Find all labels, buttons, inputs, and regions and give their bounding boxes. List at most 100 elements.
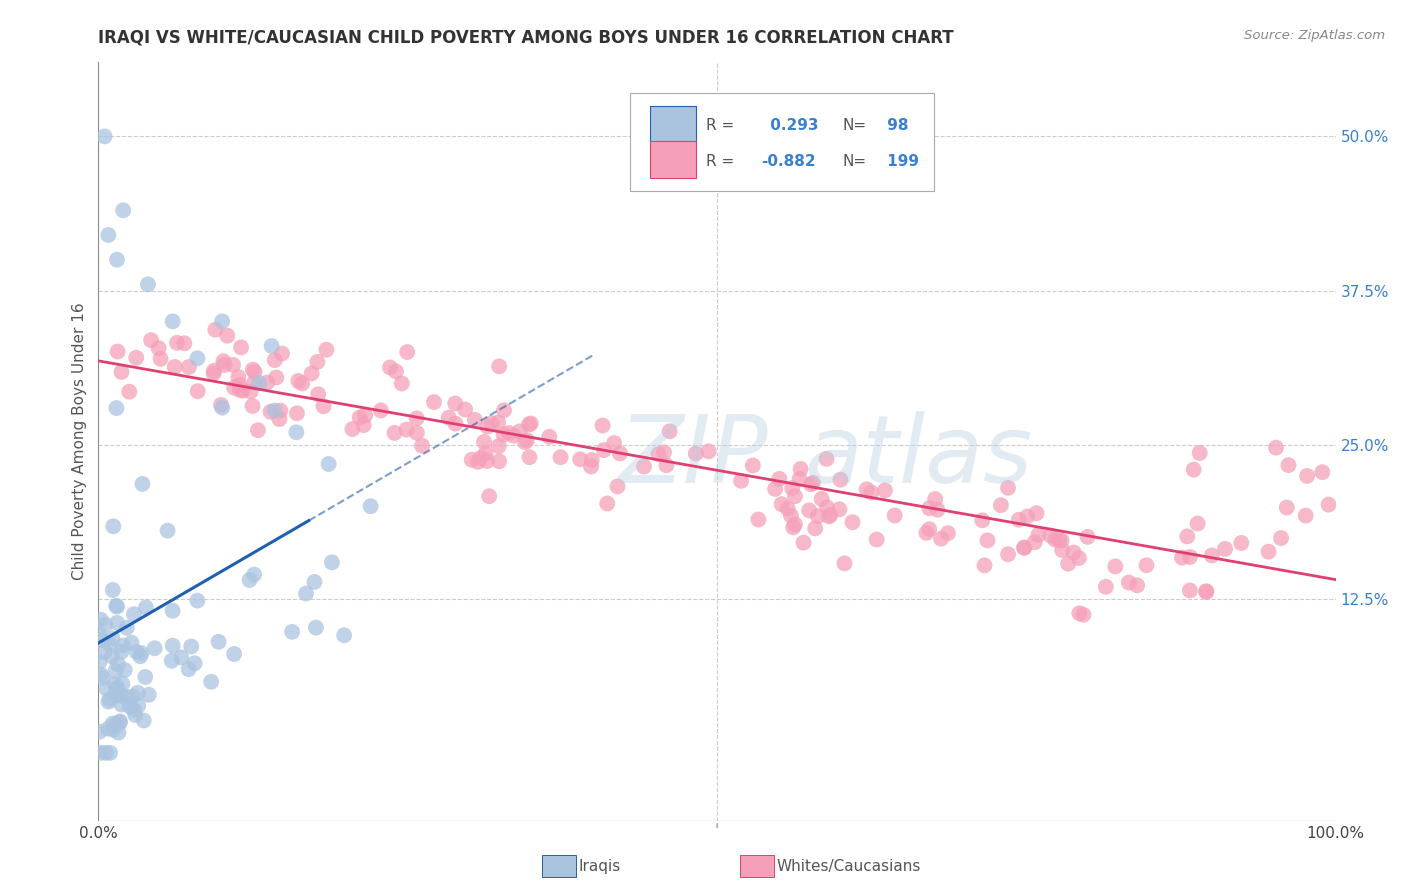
- Point: [295, 586, 318, 600]
- Point: [592, 418, 614, 433]
- Point: [287, 374, 309, 388]
- Point: [841, 515, 863, 529]
- Point: [247, 376, 270, 390]
- FancyBboxPatch shape: [650, 105, 696, 142]
- Text: Iraqis: Iraqis: [579, 859, 621, 873]
- Point: [107, 681, 129, 695]
- Point: [924, 491, 946, 506]
- Point: [125, 645, 148, 659]
- Point: [1017, 509, 1039, 524]
- Point: [1175, 529, 1198, 543]
- Point: [423, 395, 446, 409]
- Point: [1057, 557, 1080, 571]
- Point: [606, 479, 628, 493]
- Point: [818, 508, 841, 522]
- Point: [136, 277, 159, 292]
- Point: [609, 446, 631, 460]
- Point: [370, 403, 392, 417]
- Text: Whites/Caucasians: Whites/Caucasians: [778, 859, 921, 873]
- Point: [538, 430, 561, 444]
- Point: [200, 674, 222, 689]
- FancyBboxPatch shape: [630, 93, 934, 191]
- Point: [108, 688, 131, 702]
- Point: [1012, 541, 1035, 555]
- Point: [1067, 551, 1090, 566]
- Text: 199: 199: [882, 153, 918, 169]
- Point: [569, 452, 592, 467]
- Point: [652, 445, 675, 459]
- Point: [90, 746, 112, 760]
- Y-axis label: Child Poverty Among Boys Under 16: Child Poverty Among Boys Under 16: [72, 302, 87, 581]
- Point: [131, 476, 153, 491]
- Point: [385, 364, 408, 378]
- Point: [513, 435, 536, 450]
- Point: [105, 615, 128, 630]
- Point: [89, 724, 111, 739]
- Point: [498, 425, 520, 440]
- Text: IRAQI VS WHITE/CAUCASIAN CHILD POVERTY AMONG BOYS UNDER 16 CORRELATION CHART: IRAQI VS WHITE/CAUCASIAN CHILD POVERTY A…: [98, 29, 955, 47]
- Point: [1050, 533, 1073, 548]
- Point: [315, 343, 337, 357]
- Point: [229, 340, 252, 354]
- Point: [212, 354, 235, 368]
- Point: [281, 624, 304, 639]
- Point: [122, 607, 145, 622]
- Point: [1118, 575, 1140, 590]
- Point: [828, 502, 851, 516]
- Point: [139, 333, 162, 347]
- Point: [406, 425, 429, 440]
- Point: [260, 339, 283, 353]
- Point: [354, 409, 377, 423]
- Point: [183, 657, 205, 671]
- Point: [211, 314, 233, 328]
- Point: [486, 416, 509, 430]
- Point: [768, 472, 790, 486]
- Point: [1012, 541, 1035, 555]
- Point: [405, 411, 427, 425]
- Point: [474, 446, 496, 460]
- Point: [321, 555, 343, 569]
- Point: [107, 725, 129, 739]
- Point: [1039, 528, 1062, 542]
- Point: [98, 746, 121, 760]
- Point: [118, 384, 141, 399]
- Point: [807, 509, 830, 524]
- Point: [94, 746, 117, 760]
- Point: [148, 341, 170, 355]
- Point: [444, 396, 467, 410]
- Point: [492, 403, 515, 417]
- Point: [110, 689, 132, 703]
- Point: [115, 690, 138, 705]
- Point: [285, 406, 308, 420]
- Point: [259, 405, 281, 419]
- Point: [929, 532, 952, 546]
- Point: [217, 328, 239, 343]
- Point: [460, 452, 482, 467]
- Point: [596, 496, 619, 510]
- FancyBboxPatch shape: [650, 141, 696, 178]
- Point: [1126, 578, 1149, 592]
- Text: R =: R =: [706, 118, 734, 133]
- Point: [488, 454, 510, 468]
- Point: [101, 716, 124, 731]
- Point: [1104, 559, 1126, 574]
- Point: [242, 399, 264, 413]
- Point: [1182, 462, 1205, 476]
- Point: [384, 425, 406, 440]
- Point: [263, 353, 285, 368]
- Point: [1025, 506, 1047, 520]
- Point: [97, 636, 120, 650]
- Point: [103, 723, 125, 737]
- Point: [1270, 531, 1292, 545]
- Point: [1187, 516, 1209, 531]
- Point: [378, 360, 401, 375]
- Point: [1230, 536, 1253, 550]
- Point: [121, 690, 143, 704]
- Point: [927, 502, 949, 516]
- Point: [918, 522, 941, 536]
- Point: [111, 677, 134, 691]
- Point: [633, 459, 655, 474]
- Point: [1213, 541, 1236, 556]
- Point: [603, 436, 626, 450]
- Point: [783, 517, 806, 532]
